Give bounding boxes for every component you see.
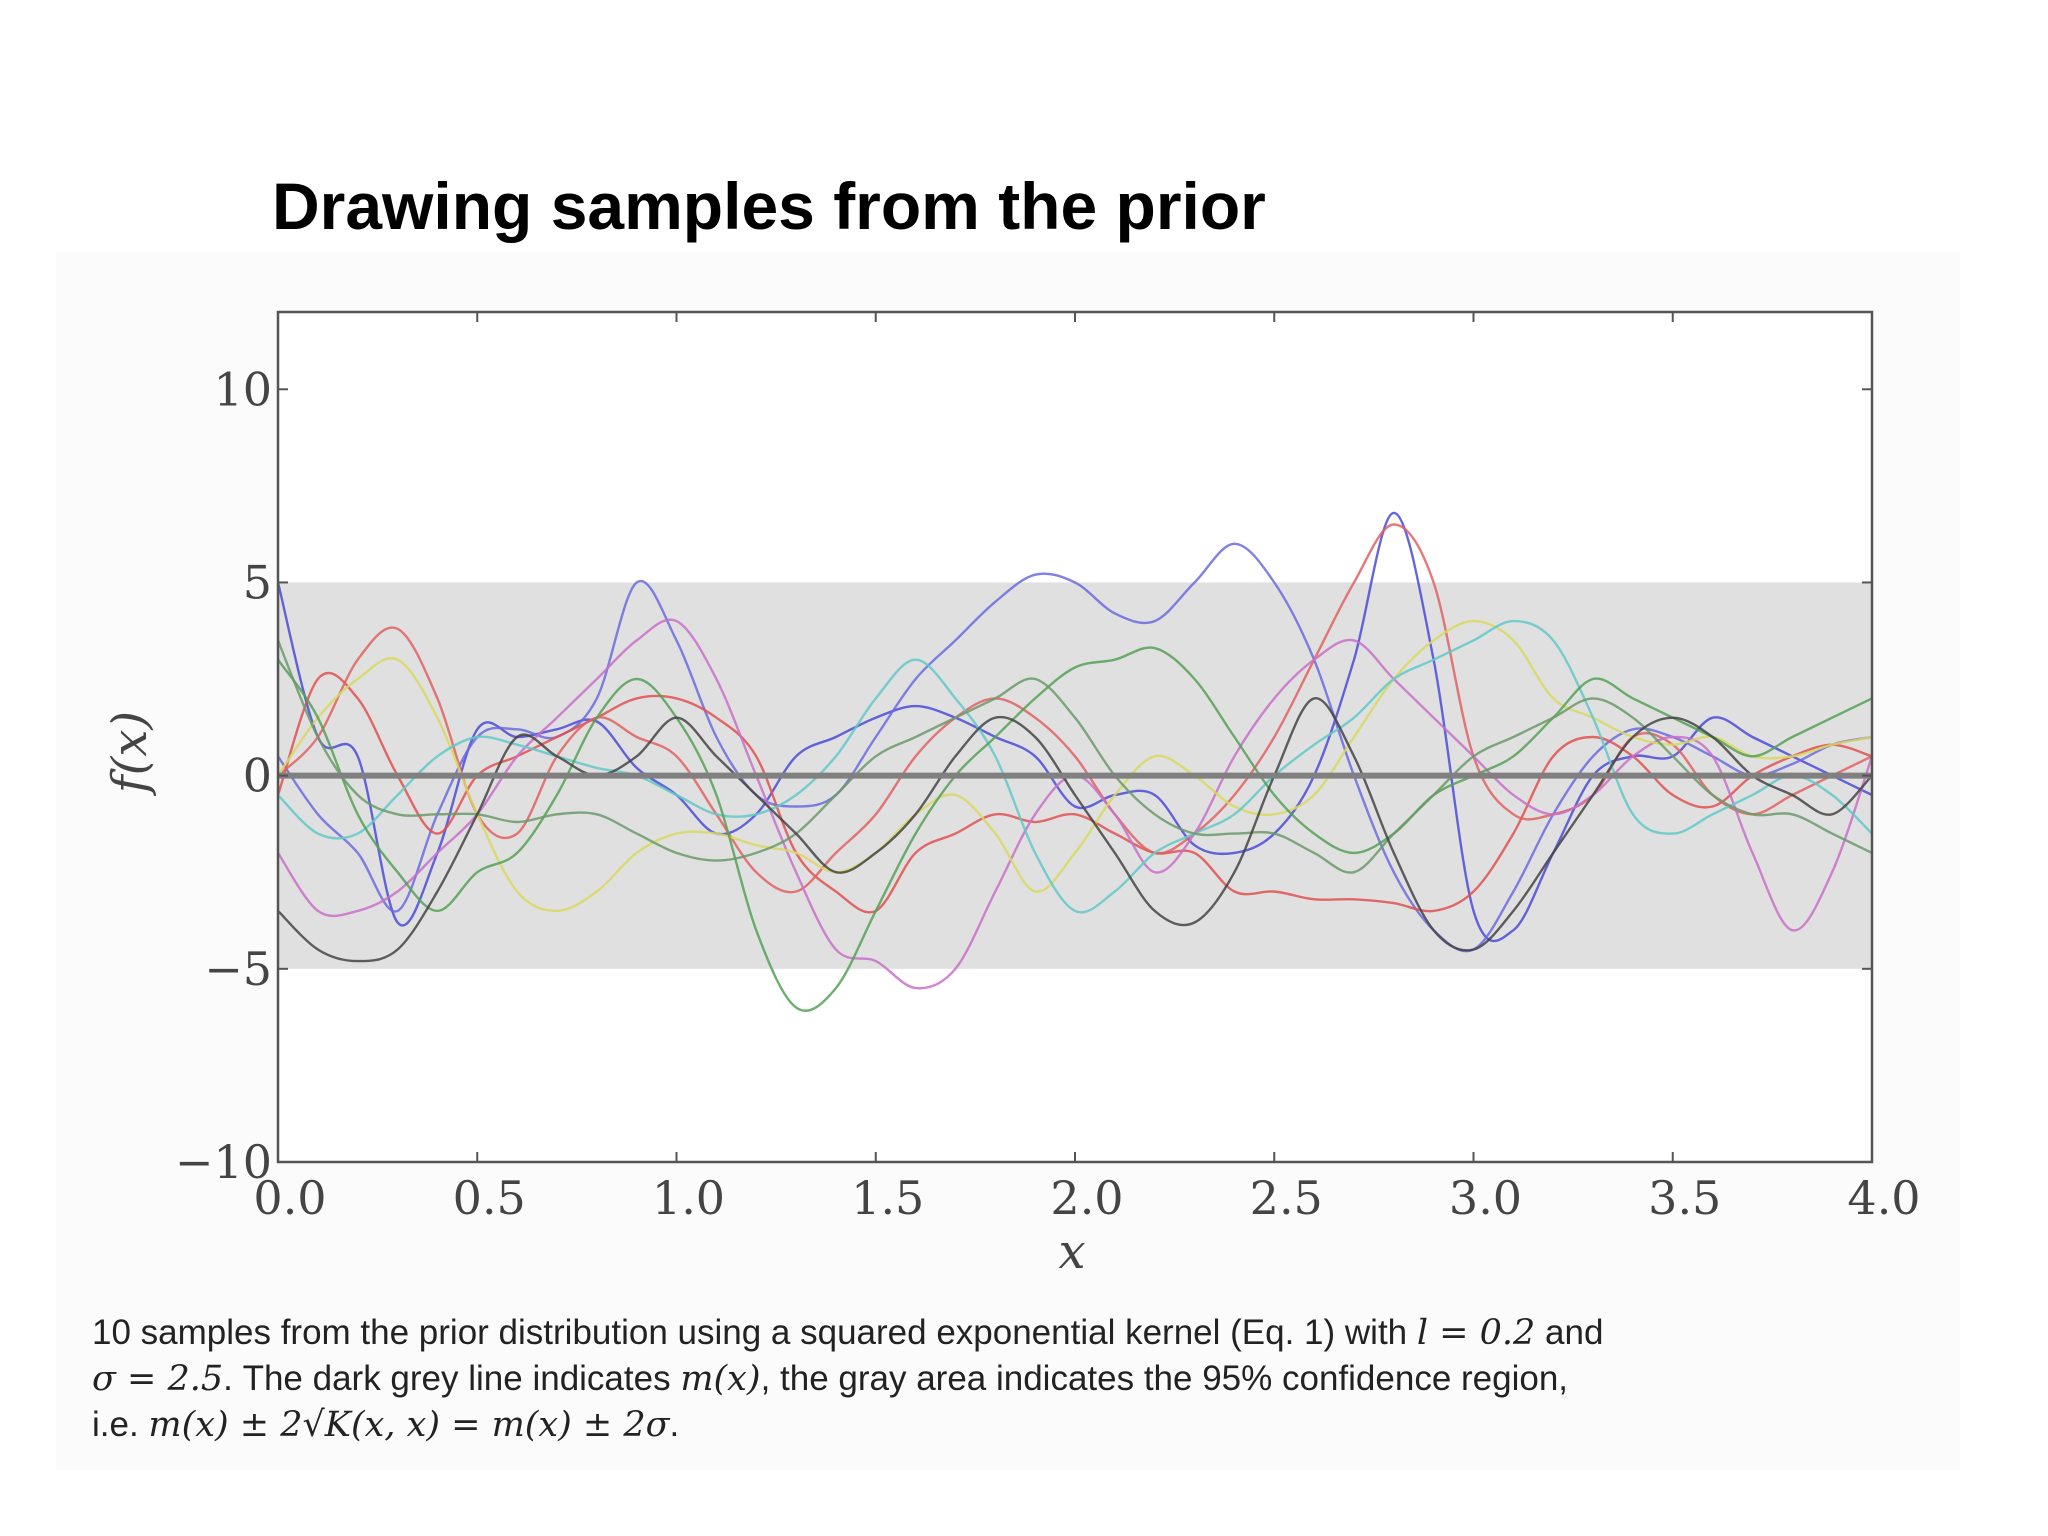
x-tick-label: 3.5 xyxy=(1648,1171,1721,1225)
caption-line3-text: i.e. xyxy=(92,1405,149,1444)
caption-line2-math-a: σ = 2.5 xyxy=(92,1359,224,1399)
caption-line1-text: 10 samples from the prior distribution u… xyxy=(92,1313,1417,1352)
caption-line2-text-b: , the gray area indicates the 95% confid… xyxy=(760,1359,1569,1398)
x-tick-label: 0.5 xyxy=(453,1171,526,1225)
y-tick-label: 0 xyxy=(243,749,272,803)
y-tick-label: −10 xyxy=(175,1135,272,1189)
caption-line1-math: l = 0.2 xyxy=(1416,1313,1536,1353)
x-tick-label: 1.5 xyxy=(851,1171,924,1225)
x-tick-label: 4.0 xyxy=(1847,1171,1920,1225)
sample-line-8 xyxy=(277,646,1873,1012)
sample-line-10 xyxy=(277,697,1873,963)
x-tick-label: 3.0 xyxy=(1449,1171,1522,1225)
x-tick-label: 1.0 xyxy=(652,1171,725,1225)
caption-line3-tail: . xyxy=(669,1405,680,1444)
caption-line1-tail: and xyxy=(1535,1313,1604,1352)
y-tick-label: 10 xyxy=(213,362,272,416)
sample-line-2 xyxy=(277,542,1873,953)
y-axis-label: f(x) xyxy=(102,711,158,796)
sample-line-9 xyxy=(276,639,1873,874)
x-tick-label: 2.5 xyxy=(1250,1171,1323,1225)
y-tick-label: −5 xyxy=(204,942,272,996)
y-tick-label: 5 xyxy=(243,555,272,609)
slide-title: Drawing samples from the prior xyxy=(272,169,1266,243)
caption-line2-math-b: m(x) xyxy=(680,1359,761,1399)
x-axis-label: x xyxy=(1058,1224,1085,1280)
figure-caption: 10 samples from the prior distribution u… xyxy=(92,1310,1932,1448)
x-tick-label: 2.0 xyxy=(1050,1171,1123,1225)
figure-panel: 0.0 0.5 1.0 1.5 2.0 2.5 3.0 3.5 4.0 10 5 0 −5 −10 x f… xyxy=(56,252,1960,1470)
x-tick-label: 0.0 xyxy=(253,1171,326,1225)
caption-line3-math: m(x) ± 2√K(x, x) = m(x) ± 2σ xyxy=(148,1405,670,1445)
caption-line2-text-a: . The dark grey line indicates xyxy=(223,1359,681,1398)
gp-prior-samples-chart: 0.0 0.5 1.0 1.5 2.0 2.5 3.0 3.5 4.0 10 5 0 −5 −10 x f… xyxy=(102,310,1921,1280)
